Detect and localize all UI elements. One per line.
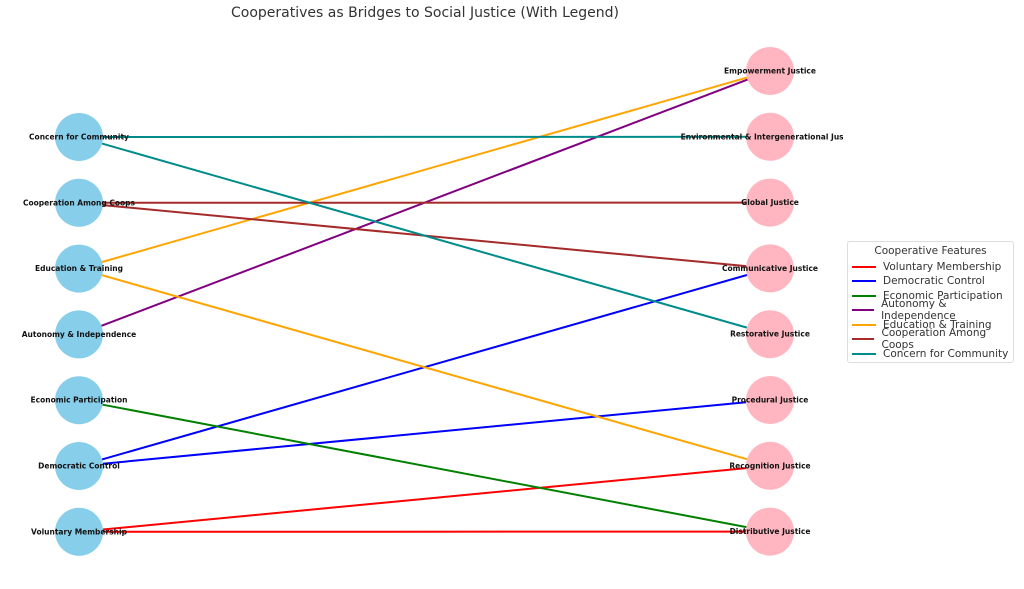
node-circle bbox=[55, 507, 103, 556]
node-label: Autonomy & Independence bbox=[22, 330, 137, 339]
node-circle bbox=[55, 376, 103, 425]
legend-swatch bbox=[852, 294, 876, 297]
node-circle bbox=[55, 244, 103, 293]
right-node: Distributive Justice bbox=[730, 507, 811, 556]
left-node: Cooperation Among Coops bbox=[23, 178, 136, 227]
node-label: Education & Training bbox=[35, 264, 123, 273]
legend-title: Cooperative Features bbox=[874, 245, 987, 257]
left-node: Democratic Control bbox=[38, 442, 120, 490]
right-node: Environmental & Intergenerational Justic… bbox=[681, 112, 860, 161]
edge bbox=[101, 142, 748, 329]
legend-item: Voluntary Membership bbox=[848, 260, 1013, 275]
edge bbox=[101, 274, 748, 461]
node-label: Cooperation Among Coops bbox=[23, 198, 136, 207]
left-node: Economic Participation bbox=[31, 376, 128, 425]
legend-swatch bbox=[852, 309, 875, 312]
legend-item: Education & Training bbox=[848, 318, 1013, 333]
edge bbox=[101, 76, 748, 263]
edge bbox=[102, 467, 747, 531]
legend-item: Cooperation Among Coops bbox=[848, 327, 1013, 351]
legend-label: Democratic Control bbox=[883, 275, 985, 288]
node-label: Economic Participation bbox=[31, 396, 128, 405]
legend-label: Concern for Community bbox=[883, 347, 1009, 360]
node-label: Distributive Justice bbox=[730, 527, 811, 536]
node-circle bbox=[746, 441, 794, 490]
left-node: Autonomy & Independence bbox=[22, 310, 137, 359]
legend: Cooperative Features Voluntary Membershi… bbox=[847, 241, 1014, 363]
right-node: Communicative Justice bbox=[722, 244, 818, 293]
legend-item: Democratic Control bbox=[848, 274, 1013, 289]
node-label: Communicative Justice bbox=[722, 264, 818, 273]
node-circle bbox=[746, 244, 794, 293]
right-node: Restorative Justice bbox=[730, 310, 810, 359]
node-circle bbox=[746, 376, 794, 424]
left-node: Voluntary Membership bbox=[31, 507, 128, 556]
legend-label: Cooperation Among Coops bbox=[881, 327, 987, 352]
node-label: Global Justice bbox=[741, 198, 799, 207]
node-circle bbox=[55, 113, 103, 161]
node-circle bbox=[55, 178, 103, 227]
node-label: Environmental & Intergenerational Justic… bbox=[681, 132, 860, 141]
right-node: Recognition Justice bbox=[729, 441, 811, 490]
legend-swatch bbox=[852, 265, 876, 268]
legend-item: Autonomy & Independence bbox=[848, 298, 1013, 322]
right-node: Global Justice bbox=[741, 178, 799, 227]
edge bbox=[102, 401, 747, 465]
node-label: Voluntary Membership bbox=[31, 527, 128, 536]
left-node: Education & Training bbox=[35, 244, 123, 293]
node-circle bbox=[746, 112, 794, 161]
legend-label: Economic Participation bbox=[883, 289, 1003, 302]
right-node: Empowerment Justice bbox=[724, 47, 816, 95]
legend-swatch bbox=[852, 352, 876, 355]
node-label: Democratic Control bbox=[38, 462, 120, 471]
right-node: Procedural Justice bbox=[732, 376, 809, 424]
node-circle bbox=[55, 310, 103, 359]
legend-item: Economic Participation bbox=[848, 289, 1013, 304]
node-circle bbox=[746, 47, 794, 95]
legend-label: Education & Training bbox=[883, 318, 992, 331]
node-label: Recognition Justice bbox=[729, 461, 810, 470]
edge bbox=[102, 403, 747, 529]
node-label: Empowerment Justice bbox=[724, 67, 816, 76]
diagram-title: Cooperatives as Bridges to Social Justic… bbox=[231, 5, 619, 21]
legend-label: Voluntary Membership bbox=[883, 260, 1002, 273]
node-circle bbox=[746, 310, 794, 359]
node-circle bbox=[746, 507, 794, 556]
node-label: Restorative Justice bbox=[730, 330, 810, 339]
node-circle bbox=[746, 178, 794, 227]
legend-swatch bbox=[852, 323, 876, 326]
left-node: Concern for Community bbox=[29, 113, 129, 161]
legend-label: Autonomy & Independence bbox=[881, 298, 956, 323]
legend-swatch bbox=[852, 338, 875, 341]
legend-swatch bbox=[852, 280, 876, 283]
node-label: Procedural Justice bbox=[732, 396, 809, 405]
node-circle bbox=[55, 442, 103, 490]
node-label: Concern for Community bbox=[29, 133, 129, 142]
legend-item: Concern for Community bbox=[848, 347, 1013, 362]
